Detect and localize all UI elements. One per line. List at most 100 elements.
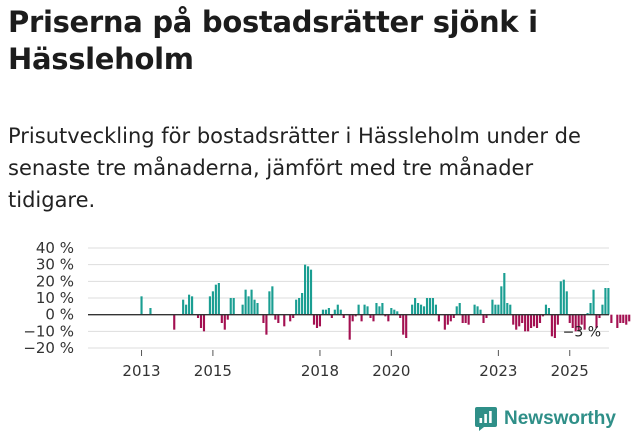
bar — [149, 308, 152, 315]
bar — [437, 314, 440, 322]
bar-chart-logo-icon — [475, 407, 497, 431]
bar — [598, 314, 601, 318]
bar — [336, 304, 339, 315]
bar — [333, 309, 336, 315]
bar — [256, 303, 259, 315]
bar — [518, 314, 521, 327]
bar — [217, 283, 220, 315]
bar — [309, 269, 313, 315]
bar — [247, 296, 250, 315]
bar-chart: −20 %−10 %0 %10 %20 %30 %40 % 2013 2015 20… — [23, 239, 631, 380]
y-tick-label: 30 % — [36, 256, 74, 274]
bar — [381, 303, 384, 315]
bar — [173, 314, 176, 330]
bar — [253, 299, 256, 315]
brand-name: Newsworthy — [504, 408, 616, 429]
bar — [214, 284, 217, 315]
y-tick-label: 0 % — [45, 306, 74, 324]
bar — [295, 299, 298, 315]
bar — [452, 314, 455, 318]
bar — [289, 314, 292, 322]
bar — [553, 314, 556, 338]
bar — [506, 303, 509, 315]
bar — [387, 314, 390, 322]
bar — [565, 291, 568, 315]
bar — [390, 308, 393, 315]
y-tick-label: 20 % — [36, 272, 74, 290]
bar — [348, 314, 351, 340]
chart-subtitle: Prisutveckling för bostadsrätter i Hässl… — [8, 124, 581, 212]
bar — [532, 314, 536, 327]
bar — [384, 314, 387, 317]
bar — [449, 314, 452, 322]
bar — [541, 314, 545, 317]
y-tick-label: −20 % — [23, 339, 74, 357]
bar — [509, 304, 512, 315]
x-tick-label: 2018 — [301, 362, 339, 380]
last-value-label: −3 % — [563, 324, 601, 340]
bar — [357, 304, 360, 315]
bar — [455, 306, 458, 315]
bar — [182, 299, 185, 315]
bar — [592, 289, 595, 315]
bar — [324, 309, 327, 315]
bar — [583, 314, 586, 330]
bar — [271, 286, 274, 315]
y-tick-label: 40 % — [36, 239, 74, 257]
bar — [610, 314, 613, 323]
bar — [500, 286, 503, 315]
bar — [372, 314, 375, 322]
bar — [494, 304, 497, 315]
bar — [244, 289, 247, 315]
bar — [473, 304, 476, 315]
bar — [399, 314, 402, 318]
bar — [482, 314, 485, 323]
bar — [378, 306, 381, 315]
bar — [419, 304, 423, 315]
bar — [521, 314, 524, 323]
bar — [616, 314, 619, 328]
bar — [491, 299, 494, 315]
bar — [330, 314, 333, 318]
bar — [283, 314, 286, 327]
bar — [301, 293, 304, 315]
bar — [140, 296, 143, 315]
bar — [405, 314, 408, 338]
bar — [607, 288, 610, 315]
bar — [604, 288, 607, 315]
newsworthy-logo: Newsworthy — [474, 406, 616, 432]
bar — [461, 314, 464, 323]
bar — [327, 308, 330, 315]
bar — [479, 309, 482, 315]
x-tick-label: 2020 — [372, 362, 410, 380]
bar — [211, 291, 214, 315]
bar — [363, 304, 366, 315]
bar — [559, 281, 562, 315]
bar — [250, 289, 253, 315]
bar — [318, 314, 322, 327]
bar — [188, 294, 191, 315]
bar — [208, 296, 211, 315]
x-axis: 2013 2015 2018 2020 2023 2025 — [122, 350, 589, 380]
bar — [262, 314, 265, 323]
bar — [312, 314, 316, 325]
bar — [446, 314, 449, 325]
bar — [241, 304, 244, 315]
bar — [622, 314, 625, 323]
bar — [550, 314, 553, 337]
bar — [476, 306, 479, 315]
bar — [595, 314, 598, 328]
bar — [268, 291, 271, 315]
bar — [538, 314, 542, 323]
bar — [414, 298, 417, 315]
x-tick-label: 2013 — [122, 362, 160, 380]
bar — [354, 314, 357, 317]
x-tick-label: 2015 — [194, 362, 232, 380]
bar — [619, 314, 622, 323]
bar — [467, 314, 470, 325]
bar — [315, 314, 319, 328]
bar — [396, 311, 399, 315]
bar — [304, 264, 307, 315]
bar — [229, 298, 232, 315]
bar — [547, 308, 550, 315]
